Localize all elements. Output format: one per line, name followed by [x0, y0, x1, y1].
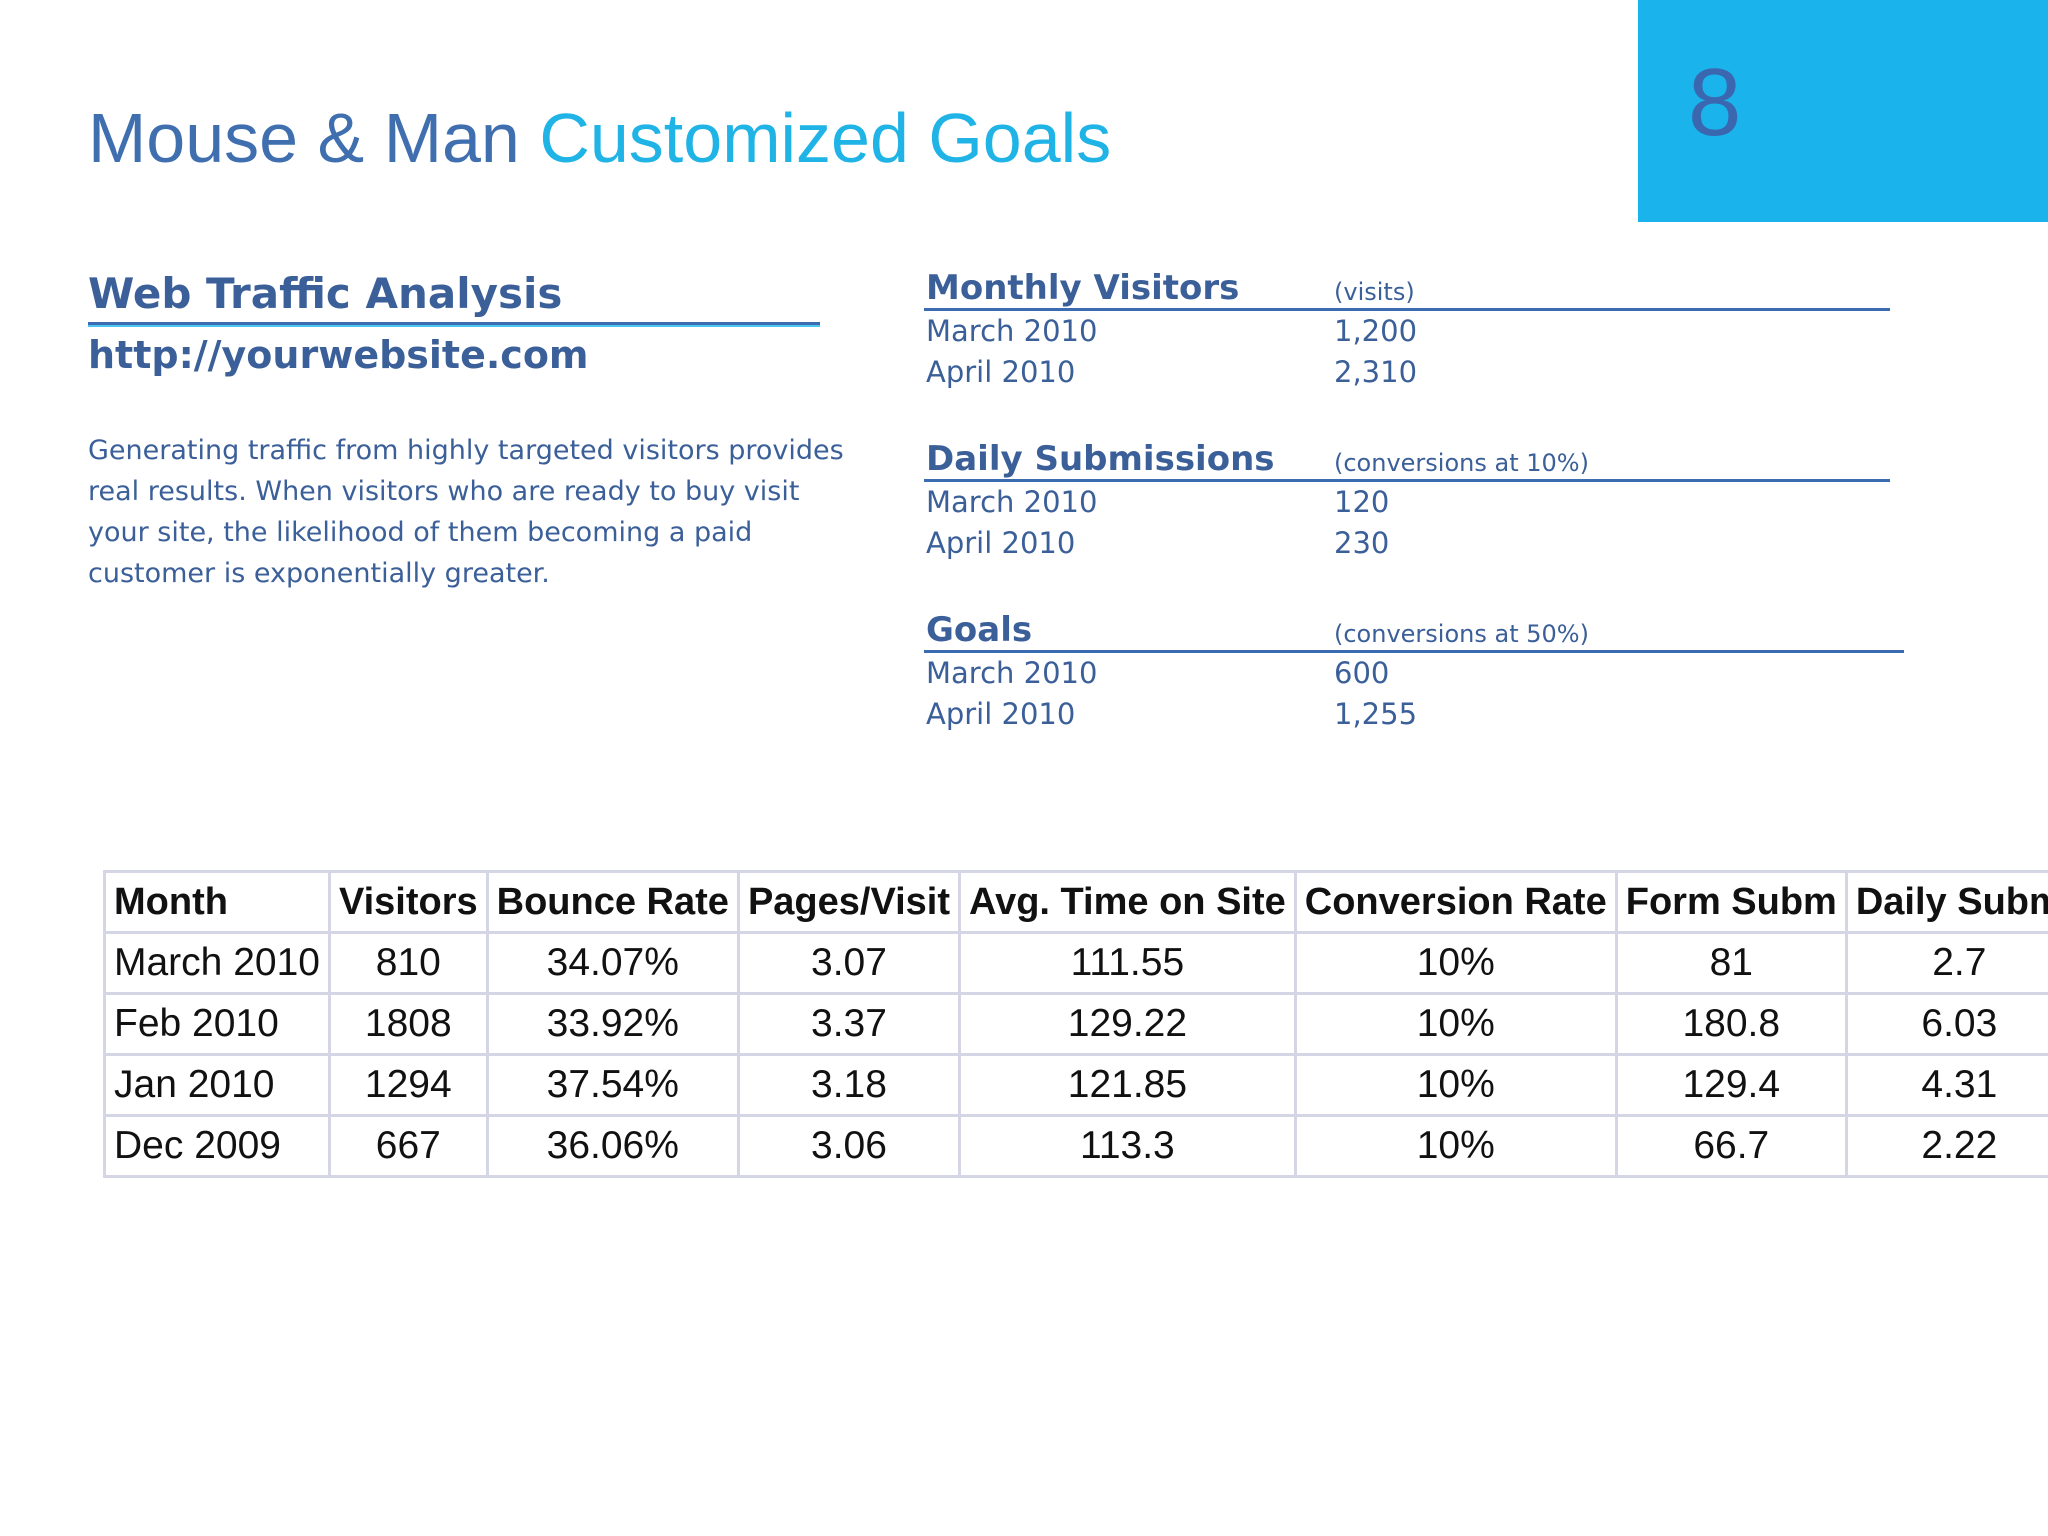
table-cell: 667	[327, 1114, 489, 1178]
metric-goals: Goals (conversions at 50%) March 2010 60…	[924, 610, 1904, 735]
metric-label: April 2010	[926, 355, 1076, 389]
metric-note: (conversions at 10%)	[1334, 449, 1589, 477]
metric-title: Goals	[926, 610, 1033, 650]
table-cell: 1294	[327, 1053, 489, 1117]
table-cell: 810	[327, 931, 489, 995]
table-cell: 4.31	[1844, 1053, 2048, 1117]
table-cell: 180.8	[1614, 992, 1848, 1056]
description-text: Generating traffic from highly targeted …	[88, 435, 844, 589]
column-header: Month	[103, 870, 331, 934]
table-cell: Feb 2010	[103, 992, 331, 1056]
column-header: Form Subm	[1614, 870, 1848, 934]
metric-value: 1,200	[1334, 314, 1418, 348]
table-cell: 1808	[327, 992, 489, 1056]
table-cell: 10%	[1293, 931, 1618, 995]
table-cell: 3.07	[736, 931, 962, 995]
metric-label: April 2010	[926, 697, 1076, 731]
traffic-table: Month Visitors Bounce Rate Pages/Visit A…	[103, 870, 2048, 1178]
table-cell: 2.22	[1844, 1114, 2048, 1178]
column-header: Pages/Visit	[736, 870, 962, 934]
metric-row: April 2010 1,255	[924, 694, 1904, 735]
metric-label: March 2010	[926, 314, 1098, 348]
metric-value: 600	[1334, 656, 1390, 690]
table-cell: 121.85	[958, 1053, 1297, 1117]
column-header: Bounce Rate	[485, 870, 740, 934]
metric-row: March 2010 1,200	[924, 311, 1890, 352]
metric-label: March 2010	[926, 656, 1098, 690]
table-cell: Jan 2010	[103, 1053, 331, 1117]
table-cell: 36.06%	[485, 1114, 740, 1178]
metric-monthly-visitors: Monthly Visitors (visits) March 2010 1,2…	[924, 268, 1890, 393]
metric-value: 1,255	[1334, 697, 1418, 731]
table-header-row: Month Visitors Bounce Rate Pages/Visit A…	[103, 870, 2048, 934]
metric-value: 230	[1334, 526, 1390, 560]
table-cell: 33.92%	[485, 992, 740, 1056]
table-cell: 81	[1614, 931, 1848, 995]
table-row: March 2010 810 34.07% 3.07 111.55 10% 81…	[103, 931, 2048, 995]
column-header: Visitors	[327, 870, 489, 934]
table-row: Feb 2010 1808 33.92% 3.37 129.22 10% 180…	[103, 992, 2048, 1056]
table-row: Dec 2009 667 36.06% 3.06 113.3 10% 66.7 …	[103, 1114, 2048, 1178]
slide-title-part1: Mouse & Man	[88, 99, 520, 177]
metric-value: 2,310	[1334, 355, 1418, 389]
table-cell: 34.07%	[485, 931, 740, 995]
metric-row: April 2010 2,310	[924, 352, 1890, 393]
page-number-box: 8	[1638, 0, 2048, 222]
website-url: http://yourwebsite.com	[88, 333, 589, 377]
slide-title: Mouse & Man Customized Goals	[88, 96, 1111, 180]
metric-daily-submissions: Daily Submissions (conversions at 10%) M…	[924, 439, 1890, 564]
metric-header: Goals (conversions at 50%)	[924, 610, 1904, 653]
traffic-table-container: Month Visitors Bounce Rate Pages/Visit A…	[103, 870, 2048, 1178]
table-cell: March 2010	[103, 931, 331, 995]
table-cell: 111.55	[958, 931, 1297, 995]
metric-row: April 2010 230	[924, 523, 1890, 564]
table-cell: 113.3	[958, 1114, 1297, 1178]
metric-row: March 2010 120	[924, 482, 1890, 523]
column-header: Daily Subm	[1844, 870, 2048, 934]
metric-title: Daily Submissions	[926, 439, 1275, 479]
column-header: Conversion Rate	[1293, 870, 1618, 934]
table-cell: 129.22	[958, 992, 1297, 1056]
table-cell: 129.4	[1614, 1053, 1848, 1117]
slide-title-part2: Customized Goals	[539, 99, 1112, 177]
table-cell: 3.18	[736, 1053, 962, 1117]
table-cell: 37.54%	[485, 1053, 740, 1117]
metric-note: (conversions at 50%)	[1334, 620, 1589, 648]
metric-row: March 2010 600	[924, 653, 1904, 694]
table-cell: 66.7	[1614, 1114, 1848, 1178]
table-cell: 3.06	[736, 1114, 962, 1178]
table-row: Jan 2010 1294 37.54% 3.18 121.85 10% 129…	[103, 1053, 2048, 1117]
metric-note: (visits)	[1334, 278, 1415, 306]
metric-title: Monthly Visitors	[926, 268, 1240, 308]
web-traffic-heading: Web Traffic Analysis	[88, 268, 820, 325]
page-number: 8	[1688, 49, 1742, 156]
table-cell: 6.03	[1844, 992, 2048, 1056]
table-cell: 3.37	[736, 992, 962, 1056]
metric-label: March 2010	[926, 485, 1098, 519]
metric-header: Daily Submissions (conversions at 10%)	[924, 439, 1890, 482]
metric-value: 120	[1334, 485, 1390, 519]
table-cell: 10%	[1293, 1053, 1618, 1117]
column-header: Avg. Time on Site	[958, 870, 1297, 934]
metric-label: April 2010	[926, 526, 1076, 560]
metric-header: Monthly Visitors (visits)	[924, 268, 1890, 311]
table-cell: 2.7	[1844, 931, 2048, 995]
table-cell: 10%	[1293, 992, 1618, 1056]
table-cell: 10%	[1293, 1114, 1618, 1178]
table-cell: Dec 2009	[103, 1114, 331, 1178]
